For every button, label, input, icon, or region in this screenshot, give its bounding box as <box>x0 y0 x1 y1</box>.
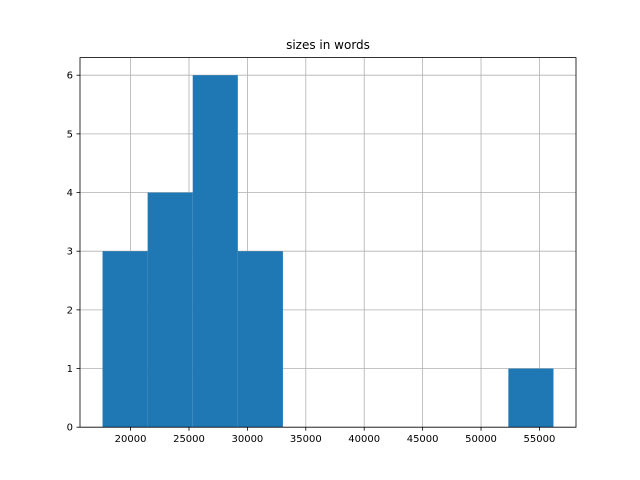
bar <box>508 368 554 428</box>
y-tick-label: 6 <box>67 71 73 82</box>
x-tick-label: 55000 <box>524 434 556 445</box>
x-tick-label: 35000 <box>290 434 322 445</box>
bar <box>147 192 193 428</box>
bar <box>237 251 283 428</box>
bar <box>102 251 148 428</box>
x-tick-label: 40000 <box>348 434 380 445</box>
chart-title: sizes in words <box>286 38 370 52</box>
y-tick-label: 0 <box>67 423 73 434</box>
y-tick-label: 1 <box>67 364 73 375</box>
x-tick-label: 20000 <box>115 434 147 445</box>
x-tick-label: 45000 <box>407 434 439 445</box>
y-tick-label: 3 <box>67 247 73 258</box>
x-tick-label: 25000 <box>173 434 205 445</box>
bar <box>192 75 238 428</box>
y-tick-label: 5 <box>67 129 73 140</box>
plot-frame <box>79 57 577 428</box>
x-tick-label: 30000 <box>231 434 263 445</box>
x-tick-label: 50000 <box>465 434 497 445</box>
y-tick-label: 2 <box>67 305 73 316</box>
y-tick-label: 4 <box>67 188 73 199</box>
